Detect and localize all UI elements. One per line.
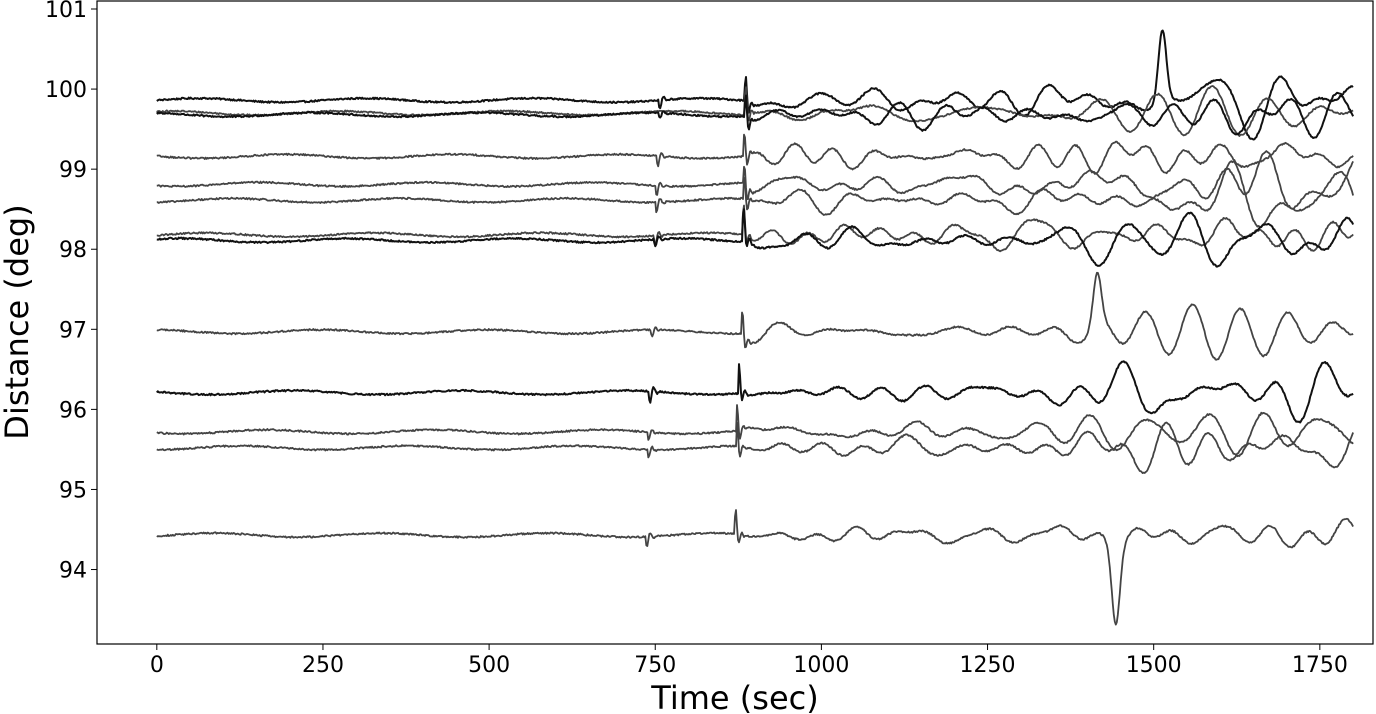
seismogram-trace: [156, 271, 1354, 361]
seismogram-trace: [156, 160, 1354, 229]
y-tick-label: 95: [59, 478, 87, 503]
traces-group: [156, 29, 1355, 626]
x-tick-label: 1500: [1126, 653, 1182, 678]
x-tick-label: 250: [302, 653, 344, 678]
y-tick-label: 94: [59, 559, 87, 584]
x-tick-label: 0: [150, 653, 164, 678]
y-tick-label: 101: [45, 0, 87, 23]
y-tick-label: 100: [45, 78, 87, 103]
y-tick-label: 96: [59, 398, 87, 423]
y-tick-label: 97: [59, 318, 87, 343]
plot-frame: [96, 0, 1374, 645]
seismogram-trace: [156, 29, 1354, 141]
seismogram-trace: [156, 85, 1354, 137]
seismogram-trace: [156, 204, 1354, 253]
seismogram-trace: [156, 91, 1355, 139]
seismogram-trace: [156, 421, 1354, 475]
seismogram-trace: [156, 509, 1354, 626]
x-tick-label: 1250: [960, 653, 1016, 678]
seismogram-trace: [156, 360, 1354, 424]
y-tick-label: 98: [59, 238, 87, 263]
x-axis: 0 250 500 750 1000 1250 1500 1750: [150, 644, 1348, 678]
x-axis-title: Time (sec): [650, 679, 818, 714]
y-axis: 94 95 96 97 98 99 100 101: [45, 0, 97, 584]
x-tick-label: 500: [468, 653, 510, 678]
y-tick-label: 99: [59, 158, 87, 183]
x-tick-label: 1000: [793, 653, 849, 678]
y-axis-title: Distance (deg): [0, 204, 36, 439]
seismogram-trace: [156, 404, 1354, 458]
seismogram-trace: [156, 208, 1355, 268]
x-tick-label: 1750: [1292, 653, 1348, 678]
seismogram-trace: [156, 133, 1354, 175]
x-tick-label: 750: [634, 653, 676, 678]
